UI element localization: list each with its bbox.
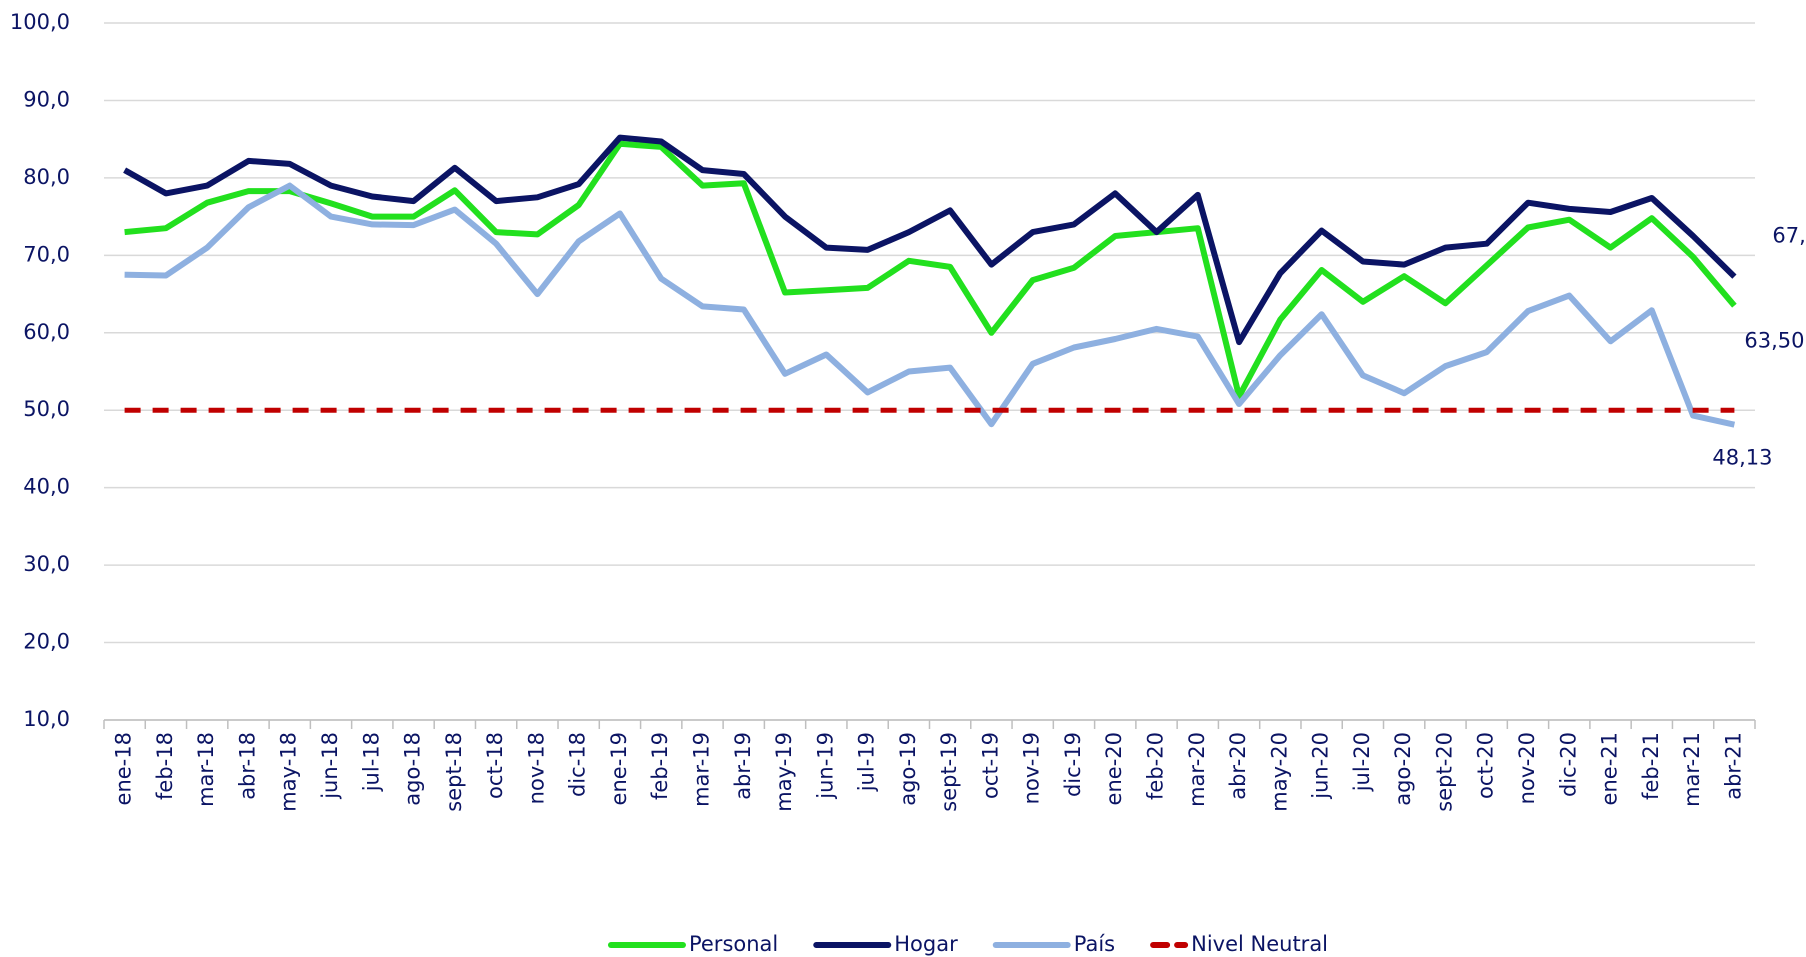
x-tick-label: mar-20	[1185, 732, 1209, 807]
x-tick-label: ene-20	[1102, 732, 1126, 805]
value-label: 63,50	[1744, 329, 1804, 353]
legend: Personal Hogar País Nivel Neutral	[607, 932, 1328, 956]
y-tick-label: 100,0	[10, 10, 70, 34]
x-tick-label: abr-18	[235, 732, 259, 800]
x-tick-label: ago-19	[896, 732, 920, 806]
x-tick-label: jul-20	[1350, 732, 1374, 792]
x-tick-label: may-20	[1267, 732, 1291, 812]
x-tick-label: may-18	[277, 732, 301, 812]
x-tick-label: nov-19	[1020, 732, 1044, 804]
legend-label: Nivel Neutral	[1191, 932, 1328, 956]
x-tick-label: ago-20	[1391, 732, 1415, 806]
x-tick-label: ene-21	[1598, 732, 1622, 805]
x-tick-label: abr-21	[1721, 732, 1745, 800]
x-tick-label: dic-18	[566, 732, 590, 797]
legend-label: Personal	[689, 932, 778, 956]
y-tick-label: 50,0	[23, 397, 70, 421]
x-tick-label: sept-19	[937, 732, 961, 812]
x-tick-label: ene-19	[607, 732, 631, 805]
y-tick-label: 40,0	[23, 475, 70, 499]
x-tick-label: dic-19	[1061, 732, 1085, 797]
x-tick-label: jun-18	[318, 732, 342, 800]
y-tick-label: 60,0	[23, 320, 70, 344]
series-line	[124, 140, 1737, 400]
x-tick-label: jun-19	[813, 732, 837, 800]
x-tick-label: may-19	[772, 732, 796, 812]
x-tick-label: sept-18	[442, 732, 466, 812]
series-line	[123, 134, 1737, 346]
y-tick-label: 80,0	[23, 165, 70, 189]
x-tick-label: mar-21	[1680, 732, 1704, 807]
x-tick-label: oct-19	[978, 732, 1002, 799]
x-tick-label: nov-20	[1515, 732, 1539, 804]
legend-label: País	[1074, 932, 1115, 956]
x-tick-label: oct-18	[483, 732, 507, 799]
x-tick-label: feb-19	[648, 732, 672, 800]
x-tick-label: oct-20	[1474, 732, 1498, 799]
x-tick-label: nov-18	[524, 732, 548, 804]
value-label: 67,25	[1772, 224, 1806, 248]
x-tick-label: abr-20	[1226, 732, 1250, 800]
y-tick-label: 70,0	[23, 242, 70, 266]
x-tick-label: jun-20	[1309, 732, 1333, 800]
x-tick-label: abr-19	[731, 732, 755, 800]
y-tick-label: 10,0	[23, 707, 70, 731]
x-tick-label: feb-18	[153, 732, 177, 800]
x-tick-label: dic-20	[1556, 732, 1580, 797]
x-tick-label: feb-21	[1639, 732, 1663, 800]
x-tick-label: sept-20	[1432, 732, 1456, 812]
series-line	[124, 182, 1736, 428]
x-tick-label: mar-18	[194, 732, 218, 807]
x-tick-label: jul-19	[855, 732, 879, 792]
y-tick-label: 20,0	[23, 630, 70, 654]
x-tick-label: ene-18	[112, 732, 136, 805]
x-tick-label: mar-19	[689, 732, 713, 807]
y-tick-label: 30,0	[23, 552, 70, 576]
x-tick-label: jul-18	[359, 732, 383, 792]
x-tick-label: ago-18	[401, 732, 425, 806]
y-tick-label: 90,0	[23, 87, 70, 111]
value-label: 48,13	[1712, 446, 1772, 470]
legend-label: Hogar	[894, 932, 958, 956]
x-tick-label: feb-20	[1144, 732, 1168, 800]
